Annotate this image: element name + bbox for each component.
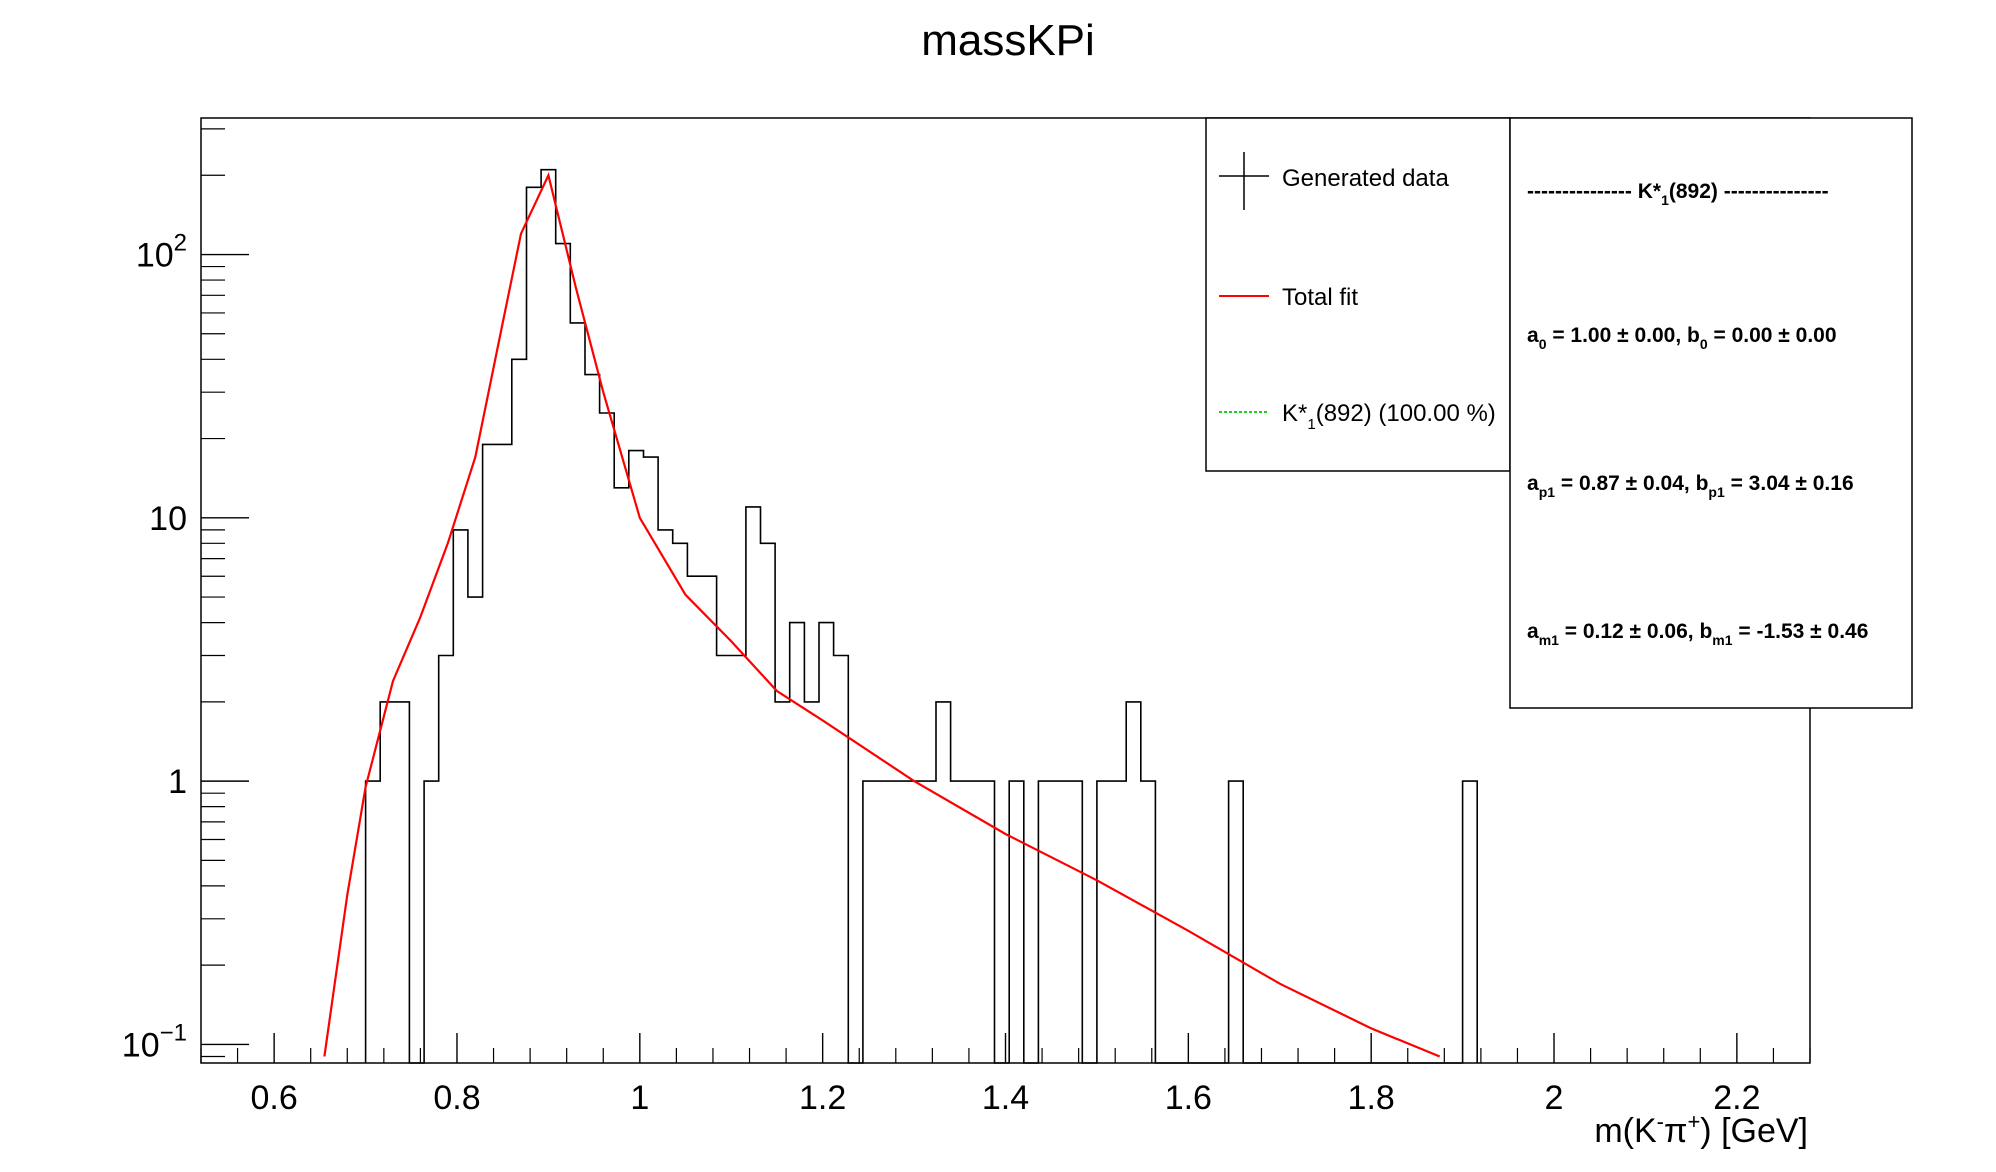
fit-parameters-box	[1509, 117, 1913, 709]
legend-component-label: K*1(892) (100.00 %)	[1282, 400, 1496, 433]
x-axis-label: m(K-π+) [GeV]	[1594, 1109, 1808, 1150]
legend-entry-data: Generated data	[1219, 152, 1449, 210]
params-line-0: a0 = 1.00 ± 0.00, b0 = 0.00 ± 0.00	[1527, 324, 1837, 352]
x-axis: 0.6 0.8 1 1.2 1.4 1.6 1.8 2 2.2	[200, 1033, 1811, 1117]
y-tick-label-0: 10−1	[122, 1019, 187, 1064]
x-tick-label-6: 1.8	[1348, 1079, 1395, 1117]
x-tick-label-8: 2.2	[1713, 1079, 1760, 1117]
y-tick-label-2: 10	[149, 500, 187, 538]
legend-entry-component: K*1(892) (100.00 %)	[1219, 400, 1496, 433]
x-tick-label-1: 0.8	[433, 1079, 480, 1117]
y-tick-label-1: 1	[168, 763, 187, 801]
legend-fit-label: Total fit	[1282, 284, 1358, 311]
x-tick-label-2: 1	[630, 1079, 649, 1117]
x-tick-label-0: 0.6	[251, 1079, 298, 1117]
x-tick-label-4: 1.4	[982, 1079, 1029, 1117]
chart-title: massKPi	[921, 16, 1095, 65]
histogram-series	[364, 168, 1478, 1064]
legend: Generated data Total fit K*1(892) (100.0…	[1205, 117, 1511, 472]
x-tick-label-5: 1.6	[1165, 1079, 1212, 1117]
params-header: --------------- K*1(892) ---------------	[1527, 180, 1829, 208]
y-tick-label-3: 102	[136, 230, 187, 275]
x-tick-label-7: 2	[1545, 1079, 1564, 1117]
legend-entry-fit: Total fit	[1219, 284, 1358, 311]
params-line-p1: ap1 = 0.87 ± 0.04, bp1 = 3.04 ± 0.16	[1527, 472, 1854, 500]
x-tick-label-3: 1.2	[799, 1079, 846, 1117]
fit-curve	[323, 172, 1441, 1058]
fit-parameters: --------------- K*1(892) ---------------…	[1509, 117, 1913, 709]
y-axis: 10−1 1 10 102	[122, 128, 249, 1064]
legend-data-label: Generated data	[1282, 165, 1449, 192]
params-line-m1: am1 = 0.12 ± 0.06, bm1 = -1.53 ± 0.46	[1527, 620, 1868, 648]
